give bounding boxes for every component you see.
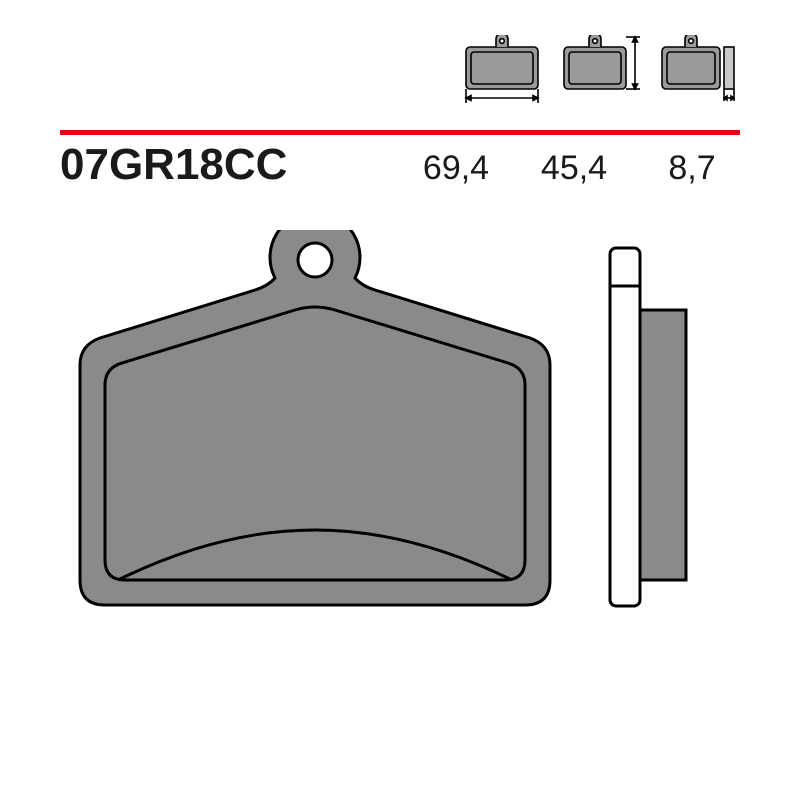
technical-drawing: [40, 230, 745, 760]
front-view: [80, 230, 550, 605]
thickness-value: 8,7: [652, 149, 732, 188]
red-divider: [60, 122, 740, 127]
thickness-dim-icon: [656, 35, 740, 107]
width-value: 69,4: [416, 149, 496, 188]
specs-row: 07GR18CC 69,4 45,4 8,7: [60, 140, 740, 190]
part-number: 07GR18CC: [60, 140, 416, 190]
side-view: [610, 248, 686, 606]
width-dim-icon: [460, 35, 544, 107]
dimension-icons-row: [460, 35, 740, 107]
height-value: 45,4: [534, 149, 614, 188]
dimension-values: 69,4 45,4 8,7: [416, 149, 732, 188]
height-dim-icon: [558, 35, 642, 107]
